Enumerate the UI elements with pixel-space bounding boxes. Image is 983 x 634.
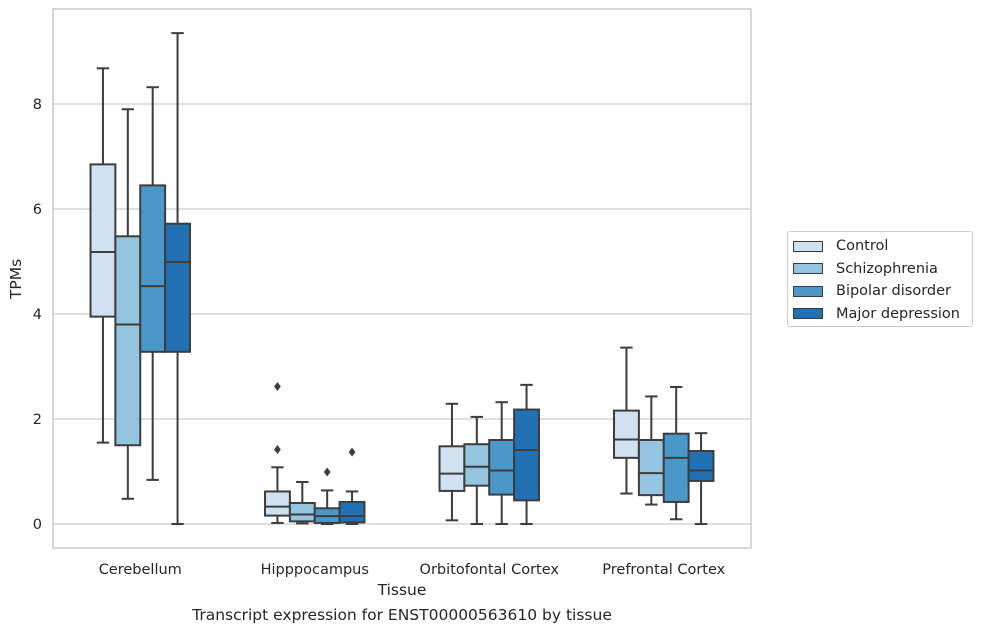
legend-swatch <box>793 240 823 252</box>
outlier-point <box>348 447 356 457</box>
box-control <box>89 67 117 444</box>
legend: Control Schizophrenia Bipolar disorder Majo… <box>787 231 973 327</box>
box-major-depression <box>687 432 715 525</box>
y-tick-label: 0 <box>33 517 42 533</box>
x-tick-label: Prefrontal Cortex <box>602 562 725 578</box>
box-body <box>288 502 316 523</box>
box-body <box>114 235 142 447</box>
box-schizophrenia <box>288 481 316 525</box>
box-control <box>613 346 640 495</box>
box-schizophrenia <box>463 415 491 525</box>
box-control <box>264 381 291 524</box>
outlier-point <box>274 444 281 454</box>
plot-frame <box>52 8 752 549</box>
box-schizophrenia <box>114 108 142 500</box>
box-schizophrenia <box>637 395 665 506</box>
x-axis-label: Tissue <box>377 581 427 599</box>
box-body <box>264 490 291 517</box>
box-bipolar-disorder <box>313 467 341 525</box>
box-bipolar-disorder <box>139 86 167 481</box>
legend-label: Major depression <box>836 305 960 322</box>
box-major-depression <box>164 32 191 525</box>
box-body <box>613 409 640 459</box>
outlier-point <box>274 381 281 391</box>
box-body <box>488 439 516 496</box>
legend-label: Bipolar disorder <box>836 283 951 300</box>
box-body <box>463 443 491 487</box>
box-body <box>338 500 366 524</box>
box-body <box>687 450 715 482</box>
box-control <box>438 402 466 522</box>
y-tick-label: 4 <box>33 307 42 323</box>
box-body <box>438 445 466 492</box>
box-body <box>139 184 167 353</box>
outlier-point <box>323 467 331 477</box>
y-tick-label: 6 <box>33 202 42 218</box>
x-tick-label: Orbitofontal Cortex <box>420 562 560 578</box>
y-tick-label: 8 <box>33 97 42 113</box>
box-bipolar-disorder <box>662 385 690 521</box>
legend-swatch <box>793 308 823 320</box>
axes: 0 2 4 6 8 Cerebellum Hipppocampus Orbitofontal … <box>33 8 752 578</box>
legend-label: Control <box>836 238 889 255</box>
y-tick-label: 2 <box>33 412 42 428</box>
box-major-depression <box>513 383 540 525</box>
x-tick-label: Cerebellum <box>99 562 182 578</box>
box-bipolar-disorder <box>488 401 516 525</box>
chart-caption: Transcript expression for ENST0000056361… <box>192 606 612 624</box>
y-axis-label: TPMs <box>7 259 25 300</box>
legend-item: Major depression <box>793 303 972 326</box>
box-body <box>89 163 117 318</box>
legend-label: Schizophrenia <box>836 260 938 277</box>
box-body <box>662 432 690 503</box>
box-major-depression <box>338 447 366 525</box>
x-tick-label: Hipppocampus <box>261 562 369 578</box>
legend-swatch <box>793 263 823 275</box>
legend-item: Bipolar disorder <box>793 280 972 303</box>
box-groups <box>89 32 715 525</box>
legend-swatch <box>793 285 823 297</box>
box-body <box>637 439 665 497</box>
legend-item: Control <box>793 235 972 258</box>
legend-item: Schizophrenia <box>793 258 972 281</box>
box-body <box>513 408 540 502</box>
box-body <box>164 222 191 353</box>
